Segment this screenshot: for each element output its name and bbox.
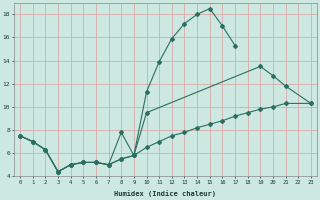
X-axis label: Humidex (Indice chaleur): Humidex (Indice chaleur) — [115, 190, 217, 197]
